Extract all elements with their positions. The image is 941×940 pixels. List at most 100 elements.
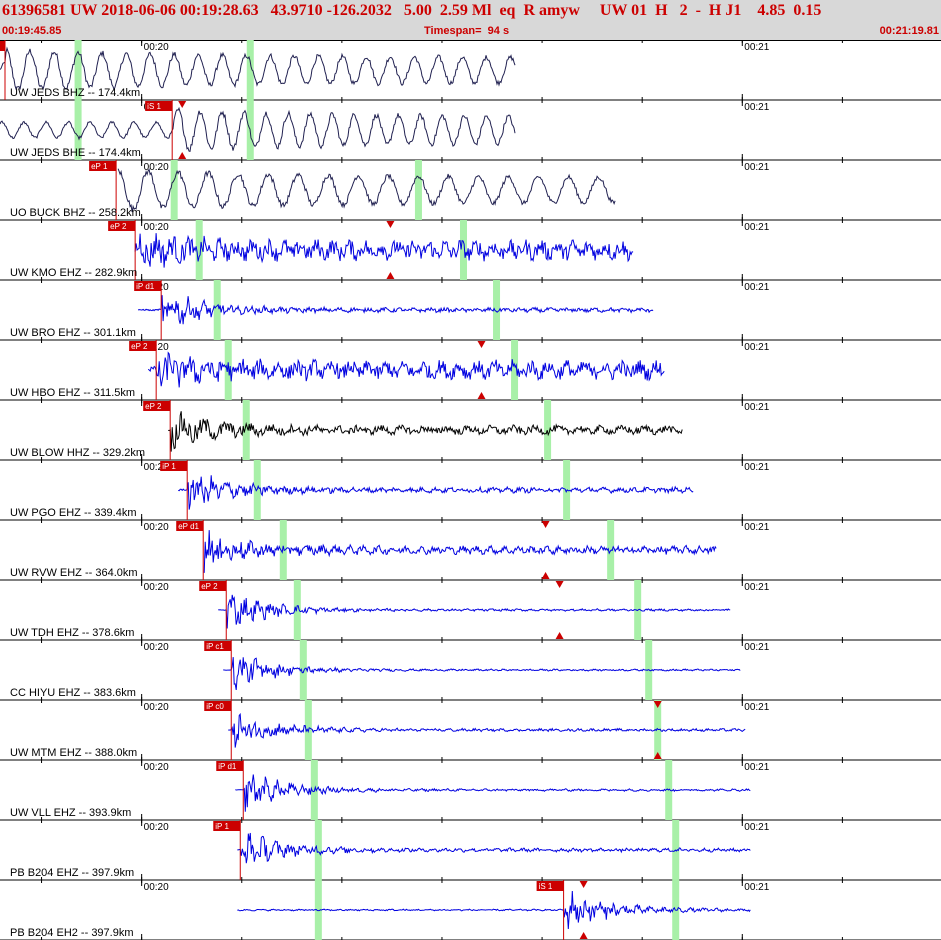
s-arrival-marker — [541, 521, 550, 528]
time-tick-label: 00:21 — [744, 402, 769, 413]
s-arrival-marker — [386, 221, 395, 228]
s-arrival-marker — [178, 152, 187, 159]
station-label: UW PGO EHZ -- 339.4km — [10, 507, 137, 519]
waveform-trace — [228, 712, 746, 748]
s-arrival-marker — [555, 581, 564, 588]
s-arrival-marker — [579, 932, 588, 939]
window-end-time: 00:21:19.81 — [879, 25, 939, 37]
time-tick-label: 00:21 — [744, 882, 769, 893]
pick-tag-label: iP 1 — [215, 822, 229, 831]
pick-tag — [204, 701, 232, 711]
s-arrival-marker — [653, 752, 662, 759]
waveform-trace — [0, 106, 516, 153]
phase-marker — [74, 40, 82, 100]
phase-marker — [314, 820, 322, 880]
time-tick-label: 00:20 — [144, 522, 169, 533]
phase-marker — [299, 640, 307, 700]
pick-tag — [145, 101, 173, 111]
phase-marker — [195, 220, 203, 280]
phase-marker — [170, 160, 178, 220]
s-arrival-marker — [178, 101, 187, 108]
waveform-trace — [237, 890, 751, 930]
waveform-trace — [223, 657, 741, 690]
s-arrival-marker — [555, 632, 564, 639]
pick-tag — [129, 341, 157, 351]
time-tick-label: 00:21 — [744, 42, 769, 53]
time-tick-label: 00:21 — [744, 342, 769, 353]
time-tick-label: 00:21 — [744, 582, 769, 593]
time-tick-label: 00:20 — [144, 882, 169, 893]
phase-marker — [74, 100, 82, 160]
waveform-trace — [147, 351, 665, 388]
time-tick-label: 00:21 — [744, 282, 769, 293]
phase-marker — [493, 280, 501, 340]
time-tick-label: 00:20 — [144, 162, 169, 173]
station-label: UW VLL EHZ -- 393.9km — [10, 807, 131, 819]
waveform-trace — [168, 411, 683, 452]
pick-tag-label: eP 1 — [91, 162, 108, 171]
station-label: UW KMO EHZ -- 282.9km — [10, 267, 137, 279]
pick-tag — [160, 461, 188, 471]
phase-marker — [459, 220, 467, 280]
phase-marker — [544, 400, 552, 460]
time-tick-label: 00:20 — [144, 642, 169, 653]
pick-tag — [213, 821, 241, 831]
pick-tag — [216, 761, 244, 771]
pick-tag — [89, 161, 117, 171]
pick-tag-label: eP 2 — [145, 402, 162, 411]
time-tick-label: 00:21 — [744, 762, 769, 773]
station-label: UW MTM EHZ -- 388.0km — [10, 747, 137, 759]
s-arrival-marker — [653, 701, 662, 708]
time-tick-label: 00:21 — [744, 222, 769, 233]
pick-tag-label: iP 1 — [162, 462, 176, 471]
phase-marker — [654, 700, 662, 760]
pick-tag-label: iS 1 — [147, 102, 161, 111]
pick-tag — [204, 641, 232, 651]
waveform-trace — [134, 233, 634, 268]
station-label: UW BRO EHZ -- 301.1km — [10, 327, 136, 339]
time-tick-label: 00:20 — [144, 822, 169, 833]
time-tick-label: 00:20 — [144, 42, 169, 53]
pick-tag-label: eP 2 — [131, 342, 148, 351]
station-label: UO BUCK BHZ -- 258.2km — [10, 207, 141, 219]
pick-tag — [199, 581, 227, 591]
phase-marker — [242, 400, 250, 460]
event-header: 61396581 UW 2018-06-06 00:19:28.63 43.97… — [0, 0, 941, 41]
phase-marker — [246, 40, 254, 100]
pick-tag-label: iP d1 — [136, 282, 155, 291]
time-tick-label: 00:20 — [144, 222, 169, 233]
waveform-trace — [237, 832, 751, 864]
s-arrival-marker — [477, 392, 486, 399]
pick-tag-label: eP 2 — [201, 582, 218, 591]
station-label: UW BLOW HHZ -- 329.2km — [10, 447, 145, 459]
time-tick-label: 00:20 — [144, 582, 169, 593]
phase-marker — [279, 520, 287, 580]
waveform-trace — [218, 594, 731, 629]
time-tick-label: 00:21 — [744, 702, 769, 713]
waveform-trace — [0, 46, 516, 91]
window-start-time: 00:19:45.85 — [2, 25, 62, 37]
time-tick-label: 00:21 — [744, 162, 769, 173]
station-label: PB B204 EHZ -- 397.9km — [10, 867, 134, 879]
phase-marker — [511, 340, 519, 400]
pick-tag — [134, 281, 162, 291]
station-label: UW HBO EHZ -- 311.5km — [10, 387, 135, 399]
waveform-trace — [137, 295, 654, 325]
station-label: UW JEDS BHZ -- 174.4km — [10, 87, 140, 99]
station-label: UW JEDS BHE -- 174.4km — [10, 147, 141, 159]
phase-marker — [213, 280, 221, 340]
phase-marker — [414, 160, 422, 220]
s-arrival-marker — [541, 572, 550, 579]
waveform-trace — [117, 168, 616, 213]
time-tick-label: 00:20 — [144, 462, 169, 473]
timespan-label: Timespan= 94 s — [424, 25, 510, 37]
pick-tag-label: iS 1 — [539, 882, 553, 891]
waveform-trace — [203, 530, 717, 573]
station-label: UW TDH EHZ -- 378.6km — [10, 627, 134, 639]
pick-tag-label: iP c0 — [206, 702, 224, 711]
time-tick-label: 00:21 — [744, 102, 769, 113]
waveform-trace — [178, 475, 694, 510]
phase-marker — [224, 340, 232, 400]
time-tick-label: 00:21 — [744, 822, 769, 833]
